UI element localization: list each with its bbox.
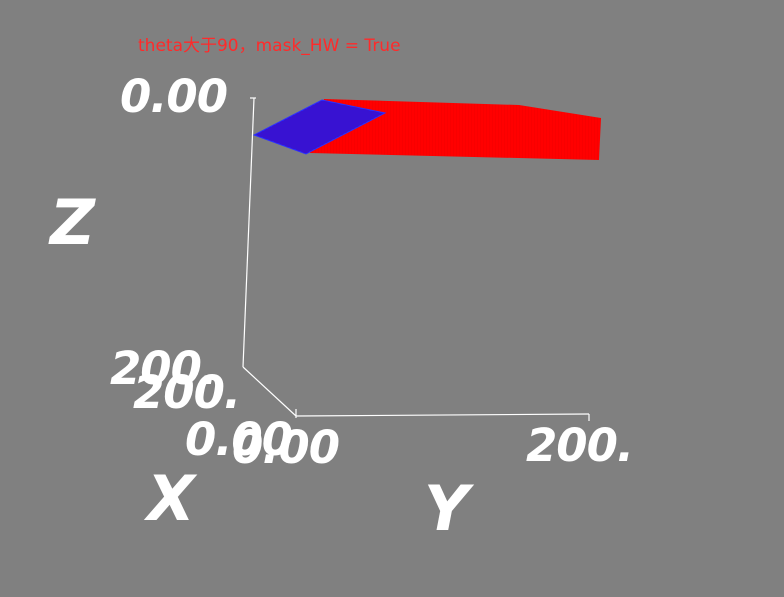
blue-surface bbox=[252, 99, 387, 155]
z-axis-label: Z bbox=[50, 186, 95, 259]
plot-title: theta大于90，mask_HW = True bbox=[138, 36, 401, 56]
axis-lines bbox=[242, 97, 590, 421]
x-tick-end: 200. bbox=[133, 366, 241, 419]
x-tick-start: 0.00 bbox=[185, 413, 293, 466]
y-tick-end: 200. bbox=[526, 419, 634, 472]
z-tick-top: 0.00 bbox=[120, 70, 228, 123]
y-axis-line bbox=[295, 413, 590, 417]
z-axis-line bbox=[242, 97, 255, 368]
z-tick-bottom: 200. bbox=[110, 342, 218, 395]
x-axis-line bbox=[242, 366, 297, 417]
y-tick-start: 0.00 bbox=[232, 421, 340, 474]
x-axis-label: X bbox=[147, 462, 195, 535]
y-axis-label: Y bbox=[424, 472, 469, 545]
